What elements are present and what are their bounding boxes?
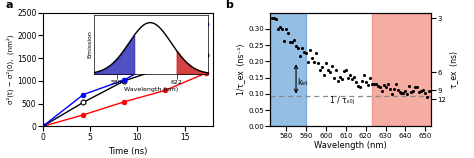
Y-axis label: τ_ex  (ns): τ_ex (ns) <box>449 51 458 88</box>
Point <box>410 89 417 92</box>
Point <box>306 49 314 51</box>
Point <box>326 71 334 73</box>
Point <box>292 45 300 48</box>
Point <box>386 88 393 90</box>
Point <box>330 76 337 79</box>
Point <box>270 17 278 19</box>
Point <box>268 17 276 19</box>
Point <box>358 79 365 82</box>
Point <box>408 90 415 93</box>
Point <box>411 86 419 88</box>
Point <box>366 77 374 79</box>
Point <box>328 65 336 68</box>
Point <box>360 74 367 76</box>
Point <box>352 81 359 84</box>
Point <box>338 78 346 80</box>
Point <box>426 89 433 92</box>
Point <box>404 92 411 95</box>
Point <box>376 86 383 88</box>
Point <box>273 17 280 20</box>
Point <box>276 25 284 28</box>
Y-axis label: σ²(t) − σ²(0),  (nm²): σ²(t) − σ²(0), (nm²) <box>7 35 14 104</box>
Point <box>346 74 354 76</box>
Point <box>416 91 423 94</box>
Point <box>334 79 342 82</box>
Point <box>348 78 356 81</box>
Point <box>388 93 395 95</box>
Point <box>401 90 409 92</box>
Y-axis label: 1/τ_ex  (ns⁻¹): 1/τ_ex (ns⁻¹) <box>237 44 246 95</box>
Text: kₑₜ: kₑₜ <box>298 78 309 87</box>
Point <box>278 28 286 30</box>
Point <box>384 83 392 85</box>
Point <box>400 92 407 94</box>
Point <box>340 69 347 72</box>
Point <box>314 61 322 64</box>
Point <box>394 89 401 91</box>
Point <box>370 83 377 86</box>
Point <box>424 96 431 98</box>
Point <box>320 74 328 76</box>
Point <box>356 86 364 88</box>
Point <box>296 54 304 57</box>
Point <box>280 40 288 43</box>
Text: b: b <box>225 0 233 10</box>
Point <box>284 32 292 35</box>
Point <box>350 76 357 79</box>
Point <box>304 61 312 64</box>
Point <box>378 89 385 92</box>
Point <box>316 68 324 71</box>
Point <box>324 69 332 71</box>
Point <box>310 60 318 63</box>
Point <box>390 88 397 90</box>
Point <box>322 62 330 64</box>
Point <box>312 52 320 54</box>
Point <box>392 83 399 85</box>
Point <box>362 81 369 83</box>
Text: a: a <box>5 0 13 10</box>
Point <box>336 75 344 78</box>
Point <box>406 85 413 88</box>
Point <box>344 77 352 80</box>
Point <box>421 91 429 94</box>
Point <box>396 91 403 93</box>
Point <box>318 65 326 68</box>
Point <box>302 51 310 54</box>
Point <box>419 89 427 91</box>
Point <box>308 57 316 59</box>
Point <box>274 27 282 30</box>
Point <box>300 50 308 53</box>
X-axis label: Wavelength (nm): Wavelength (nm) <box>314 141 387 150</box>
Point <box>354 85 362 88</box>
Point <box>294 47 302 49</box>
Point <box>288 40 296 43</box>
Bar <box>270 13 306 126</box>
Point <box>380 84 387 87</box>
Point <box>332 69 340 72</box>
Point <box>286 41 294 43</box>
Point <box>398 92 405 94</box>
Point <box>283 27 290 30</box>
Point <box>266 0 274 2</box>
Point <box>374 85 382 87</box>
Point <box>298 47 306 49</box>
Point <box>368 82 375 85</box>
Bar <box>372 13 431 126</box>
Point <box>290 39 298 42</box>
Point <box>372 83 379 86</box>
Point <box>382 86 389 89</box>
Point <box>364 84 372 86</box>
Point <box>342 69 350 72</box>
X-axis label: Time (ns): Time (ns) <box>108 147 148 156</box>
Text: 1 / τₛ₀ⱼ: 1 / τₛ₀ⱼ <box>330 96 354 105</box>
Point <box>418 90 425 92</box>
Point <box>414 86 421 88</box>
